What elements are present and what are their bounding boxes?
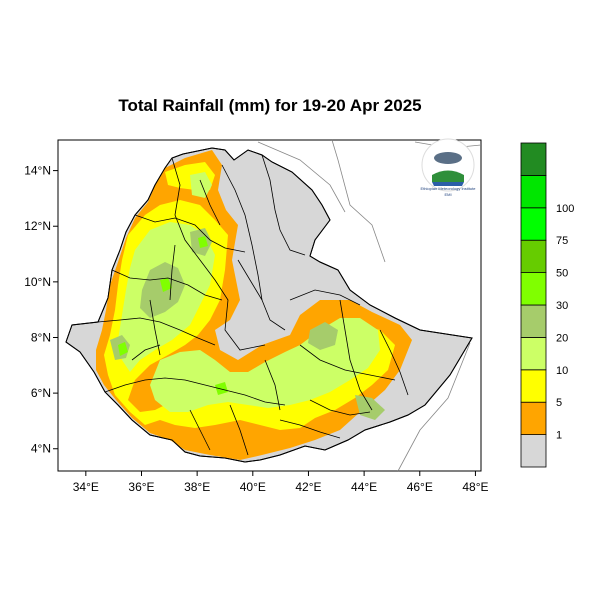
legend-swatch: [520, 401, 547, 436]
legend-swatch: [520, 434, 547, 468]
region-boundaries: [97, 154, 409, 456]
legend-swatch: [520, 207, 547, 241]
legend-label: 100: [556, 203, 574, 215]
legend-label: 30: [556, 300, 568, 312]
rain-30-50mm: [118, 236, 228, 395]
lat-tick-label: 12°N: [24, 219, 51, 233]
logo-name: Ethiopian Meteorology Institute: [421, 186, 477, 191]
legend-label: 50: [556, 268, 568, 280]
legend-swatch: [520, 239, 547, 273]
logo-short: EMI: [444, 192, 451, 197]
longitude-axis: 34°E 36°E 38°E 40°E 42°E 44°E 46°E 48°E: [73, 471, 489, 494]
lon-tick-label: 46°E: [407, 480, 433, 494]
cloud-icon: [434, 152, 462, 164]
lat-tick-label: 14°N: [24, 164, 51, 178]
latitude-axis: 14°N 12°N 10°N 8°N 6°N 4°N: [24, 164, 58, 456]
legend-swatch: [520, 336, 547, 371]
legend-label: 5: [556, 397, 562, 409]
lon-tick-label: 42°E: [295, 480, 321, 494]
lon-tick-label: 44°E: [351, 480, 377, 494]
lat-tick-label: 4°N: [31, 442, 51, 456]
lon-tick-label: 34°E: [73, 480, 99, 494]
legend-swatch: [520, 174, 547, 209]
lat-tick-label: 10°N: [24, 275, 51, 289]
lon-tick-label: 38°E: [184, 480, 210, 494]
ethiopia-border: [65, 147, 473, 463]
lon-tick-label: 48°E: [462, 480, 488, 494]
lat-tick-label: 8°N: [31, 330, 51, 344]
legend-label: 20: [556, 332, 568, 344]
lon-tick-label: 40°E: [240, 480, 266, 494]
legend-swatch: [520, 369, 547, 403]
lon-tick-label: 36°E: [128, 480, 154, 494]
legend-swatch: [520, 272, 547, 306]
legend-label: 1: [556, 430, 562, 442]
legend-swatch: [520, 304, 547, 338]
legend-swatch: [520, 142, 547, 176]
rainfall-legend: 1 5 10 20 30 50 75 100: [520, 142, 574, 468]
legend-label: 75: [556, 235, 568, 247]
map-title: Total Rainfall (mm) for 19-20 Apr 2025: [118, 96, 422, 115]
emi-logo: Ethiopian Meteorology Institute EMI: [421, 138, 477, 197]
lat-tick-label: 6°N: [31, 386, 51, 400]
legend-label: 10: [556, 365, 568, 377]
